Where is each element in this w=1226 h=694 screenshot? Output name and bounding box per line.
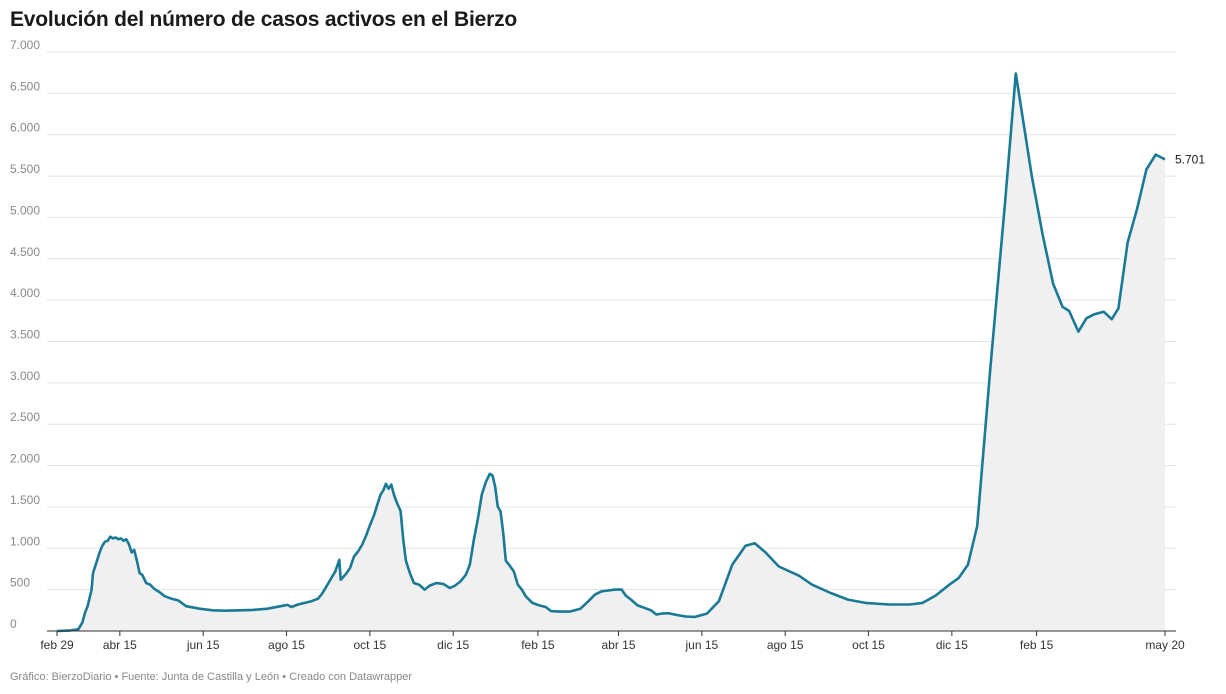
x-tick-label: feb 15 <box>521 638 555 652</box>
y-tick-label: 1.000 <box>10 534 40 548</box>
x-tick-label: feb 29 <box>40 638 74 652</box>
chart-title: Evolución del número de casos activos en… <box>10 8 517 31</box>
y-tick-label: 3.500 <box>10 328 40 342</box>
x-tick-label: oct 15 <box>354 638 387 652</box>
x-tick-label: oct 15 <box>852 638 885 652</box>
y-tick-label: 500 <box>10 576 30 590</box>
x-axis-tick-labels: feb 29 abr 15 jun 15 ago 15 oct 15 dic 15 feb … <box>40 631 1185 652</box>
x-tick-label: feb 15 <box>1020 638 1054 652</box>
y-axis-tick-labels: 0 500 1.000 1.500 2.000 2.500 3.000 3.500 4.000 4… <box>10 38 40 631</box>
y-tick-label: 6.000 <box>10 121 40 135</box>
x-tick-label: ago 15 <box>268 638 305 652</box>
x-tick-label: may 20 <box>1145 638 1185 652</box>
x-tick-label: abr 15 <box>601 638 635 652</box>
y-tick-label: 1.500 <box>10 493 40 507</box>
y-tick-label: 6.500 <box>10 79 40 93</box>
y-tick-label: 4.000 <box>10 286 40 300</box>
x-tick-label: dic 15 <box>437 638 469 652</box>
x-tick-label: jun 15 <box>685 638 719 652</box>
source-footer: Gráfico: BierzoDiario • Fuente: Junta de… <box>10 671 413 683</box>
x-tick-label: abr 15 <box>103 638 137 652</box>
area-fill <box>57 73 1165 631</box>
y-tick-label: 2.500 <box>10 410 40 424</box>
y-tick-label: 3.000 <box>10 369 40 383</box>
last-value-label: 5.701 <box>1175 152 1205 166</box>
y-tick-label: 5.000 <box>10 203 40 217</box>
series-line <box>56 72 1166 633</box>
y-tick-label: 5.500 <box>10 162 40 176</box>
x-tick-label: ago 15 <box>767 638 804 652</box>
y-tick-label: 2.000 <box>10 452 40 466</box>
x-tick-label: jun 15 <box>186 638 220 652</box>
y-tick-label: 0 <box>10 617 17 631</box>
y-tick-label: 4.500 <box>10 245 40 259</box>
y-tick-label: 7.000 <box>10 38 40 52</box>
x-tick-label: dic 15 <box>936 638 968 652</box>
